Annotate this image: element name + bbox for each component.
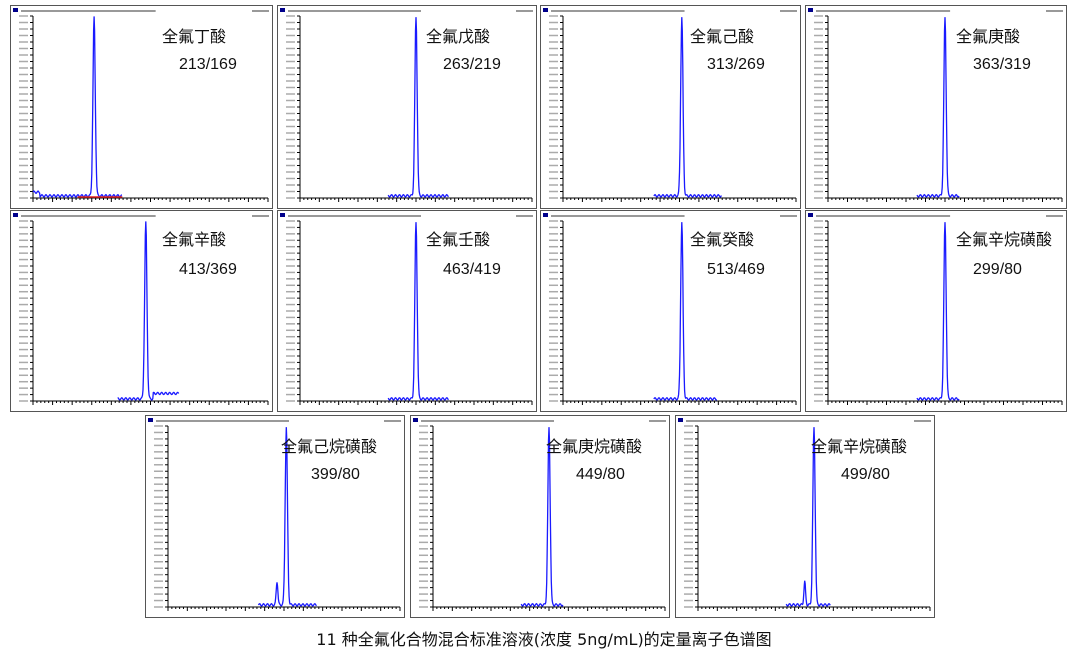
header-icon [543, 8, 548, 12]
chromatogram-trace [387, 222, 449, 401]
chromatogram-plot [148, 418, 401, 611]
header-icon [413, 418, 418, 422]
compound-name: 全氟丁酸 [162, 27, 227, 46]
chromatogram-trace [520, 427, 564, 607]
compound-name: 全氟戊酸 [426, 27, 491, 46]
chromatogram-panel: 全氟壬酸 463/419 [277, 210, 537, 412]
figure-caption: 11 种全氟化合物混合标准溶液(浓度 5ng/mL)的定量离子色谱图 [316, 630, 772, 649]
header-icon [808, 8, 813, 12]
ion-transition: 399/80 [311, 466, 360, 483]
chromatogram-trace [32, 16, 123, 199]
chromatogram-trace [117, 221, 180, 401]
chromatogram-plot [13, 213, 269, 405]
ion-transition: 449/80 [576, 466, 625, 483]
ion-transition: 513/469 [707, 261, 765, 278]
header-icon [13, 8, 18, 12]
header-icon [808, 213, 813, 217]
header-icon [280, 8, 285, 12]
chromatogram-trace [653, 17, 722, 198]
compound-name: 全氟庚烷磺酸 [546, 437, 643, 456]
ion-transition: 299/80 [973, 261, 1022, 278]
chromatogram-trace [916, 17, 960, 198]
header-icon [543, 213, 548, 217]
chromatogram-trace [257, 427, 317, 607]
header-icon [678, 418, 683, 422]
chromatogram-plot [678, 418, 931, 611]
chromatogram-panel: 全氟辛酸 413/369 [10, 210, 273, 412]
chromatogram-plot [413, 418, 666, 611]
ion-transition: 463/419 [443, 261, 501, 278]
header-icon [13, 213, 18, 217]
header-icon [280, 213, 285, 217]
ion-transition: 213/169 [179, 56, 237, 73]
ion-transition: 263/219 [443, 56, 501, 73]
chromatogram-plot [808, 8, 1063, 202]
chromatogram-trace [387, 17, 449, 198]
compound-name: 全氟己酸 [690, 27, 755, 46]
chromatogram-panel: 全氟辛烷磺酸 299/80 [805, 210, 1067, 412]
chromatogram-plot [280, 8, 533, 202]
chromatogram-trace [653, 222, 718, 401]
compound-name: 全氟辛酸 [162, 230, 227, 249]
chromatogram-panel: 全氟庚烷磺酸 449/80 [410, 415, 670, 618]
chromatogram-panel: 全氟己烷磺酸 399/80 [145, 415, 405, 618]
compound-name: 全氟辛烷磺酸 [811, 437, 908, 456]
chromatogram-panel: 全氟庚酸 363/319 [805, 5, 1067, 209]
chromatogram-panel: 全氟丁酸 213/169 [10, 5, 273, 209]
ion-transition: 363/319 [973, 56, 1031, 73]
chromatogram-trace [785, 427, 831, 607]
chromatogram-trace [916, 222, 960, 401]
chromatogram-panel: 全氟辛烷磺酸 499/80 [675, 415, 935, 618]
chromatogram-panel: 全氟己酸 313/269 [540, 5, 801, 209]
chromatogram-panel: 全氟戊酸 263/219 [277, 5, 537, 209]
chromatogram-plot [808, 213, 1063, 405]
ion-transition: 313/269 [707, 56, 765, 73]
ion-transition: 499/80 [841, 466, 890, 483]
chromatogram-plot [280, 213, 533, 405]
compound-name: 全氟辛烷磺酸 [956, 230, 1053, 249]
compound-name: 全氟壬酸 [426, 230, 491, 249]
chromatogram-plot [543, 8, 797, 202]
chromatogram-panel: 全氟癸酸 513/469 [540, 210, 801, 412]
compound-name: 全氟庚酸 [956, 27, 1021, 46]
chromatogram-plot [13, 8, 269, 202]
header-icon [148, 418, 153, 422]
compound-name: 全氟癸酸 [690, 230, 755, 249]
compound-name: 全氟己烷磺酸 [281, 437, 378, 456]
ion-transition: 413/369 [179, 261, 237, 278]
chromatogram-plot [543, 213, 797, 405]
